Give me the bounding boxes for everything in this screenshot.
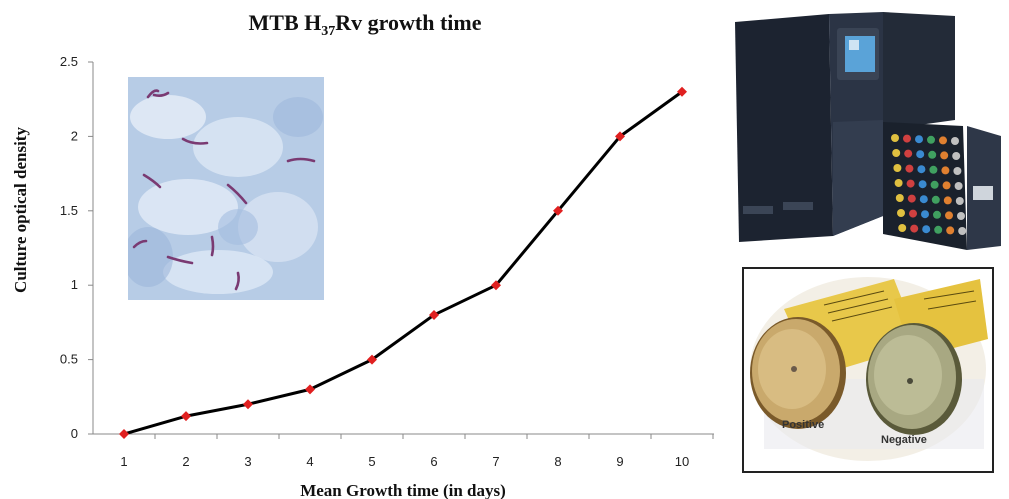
culture-bottles-image: Positive Negative [742, 267, 994, 473]
culture-vial [898, 224, 907, 232]
culture-vial [903, 134, 911, 143]
culture-vial [939, 136, 947, 145]
x-tick-label: 7 [492, 454, 499, 469]
y-tick-label: 1 [71, 277, 78, 292]
culture-vial [942, 181, 951, 190]
culture-vial [945, 211, 953, 220]
data-point-marker [243, 399, 253, 410]
negative-label: Negative [881, 434, 927, 446]
culture-vial [940, 151, 949, 160]
culture-vial [957, 212, 965, 220]
culture-vial [933, 210, 941, 219]
y-tick-labels: 0 0.5 1 1.5 2 2.5 [60, 54, 93, 441]
bacilli-picture [128, 77, 324, 300]
culture-vial [891, 134, 899, 142]
data-point-marker [367, 354, 377, 365]
chart-title: MTB H37Rv growth time [249, 10, 482, 39]
culture-vial [955, 197, 964, 205]
culture-vial [893, 164, 902, 172]
data-point-marker [553, 205, 563, 216]
culture-vial [897, 209, 905, 217]
x-tick-labels: 1 2 3 4 5 6 7 8 9 10 [120, 434, 714, 469]
x-tick-label: 2 [182, 454, 189, 469]
series-polyline [123, 90, 683, 436]
culture-vial [921, 210, 929, 219]
culture-vial [916, 150, 925, 159]
culture-vial [892, 149, 901, 157]
culture-vial [909, 209, 917, 218]
series-line [119, 86, 687, 439]
culture-vial [946, 226, 955, 235]
culture-vial [906, 179, 915, 188]
x-tick-label: 1 [120, 454, 127, 469]
y-tick-label: 2.5 [60, 54, 78, 69]
culture-vial [954, 182, 963, 190]
x-tick-label: 3 [244, 454, 251, 469]
culture-vial [910, 224, 919, 233]
culture-vial [918, 180, 927, 189]
culture-vial [894, 179, 903, 187]
culture-vial [927, 135, 935, 144]
x-tick-label: 10 [675, 454, 689, 469]
instrument-picture [735, 12, 1001, 250]
data-point-marker [429, 309, 439, 320]
culture-vial [953, 167, 962, 175]
culture-vial [919, 195, 928, 204]
x-axis-title: Mean Growth time (in days) [300, 481, 506, 499]
x-tick-label: 5 [368, 454, 375, 469]
culture-vial [929, 165, 938, 174]
bottles-picture [744, 269, 992, 471]
y-axis-title: Culture optical density [11, 127, 30, 293]
data-point-marker [119, 429, 129, 439]
culture-vial [930, 180, 939, 189]
y-tick-label: 0 [71, 426, 78, 441]
culture-vial [915, 135, 923, 144]
y-tick-label: 2 [71, 128, 78, 143]
microscopy-image [128, 77, 324, 300]
culture-vial [907, 194, 916, 203]
culture-vial [905, 164, 914, 173]
x-tick-label: 6 [430, 454, 437, 469]
data-point-marker [615, 131, 625, 142]
culture-vial [943, 196, 952, 205]
x-tick-label: 9 [616, 454, 623, 469]
culture-vial [958, 227, 967, 235]
culture-instrument-image [733, 10, 1003, 258]
culture-vial [928, 150, 937, 159]
data-point-marker [491, 280, 501, 291]
y-tick-label: 0.5 [60, 352, 78, 367]
culture-vial [917, 165, 926, 174]
positive-label: Positive [782, 419, 825, 431]
data-point-marker [305, 384, 315, 395]
x-tick-label: 4 [306, 454, 313, 469]
culture-vial [941, 166, 950, 175]
data-point-marker [677, 86, 687, 97]
culture-vial [934, 225, 943, 234]
x-tick-label: 8 [554, 454, 561, 469]
culture-vial [951, 137, 959, 145]
culture-vial [895, 194, 904, 202]
culture-vial [922, 225, 931, 234]
culture-vial [931, 195, 940, 204]
culture-vial [904, 149, 913, 158]
data-point-marker [181, 411, 191, 422]
culture-vial [952, 152, 961, 160]
y-tick-label: 1.5 [60, 203, 78, 218]
